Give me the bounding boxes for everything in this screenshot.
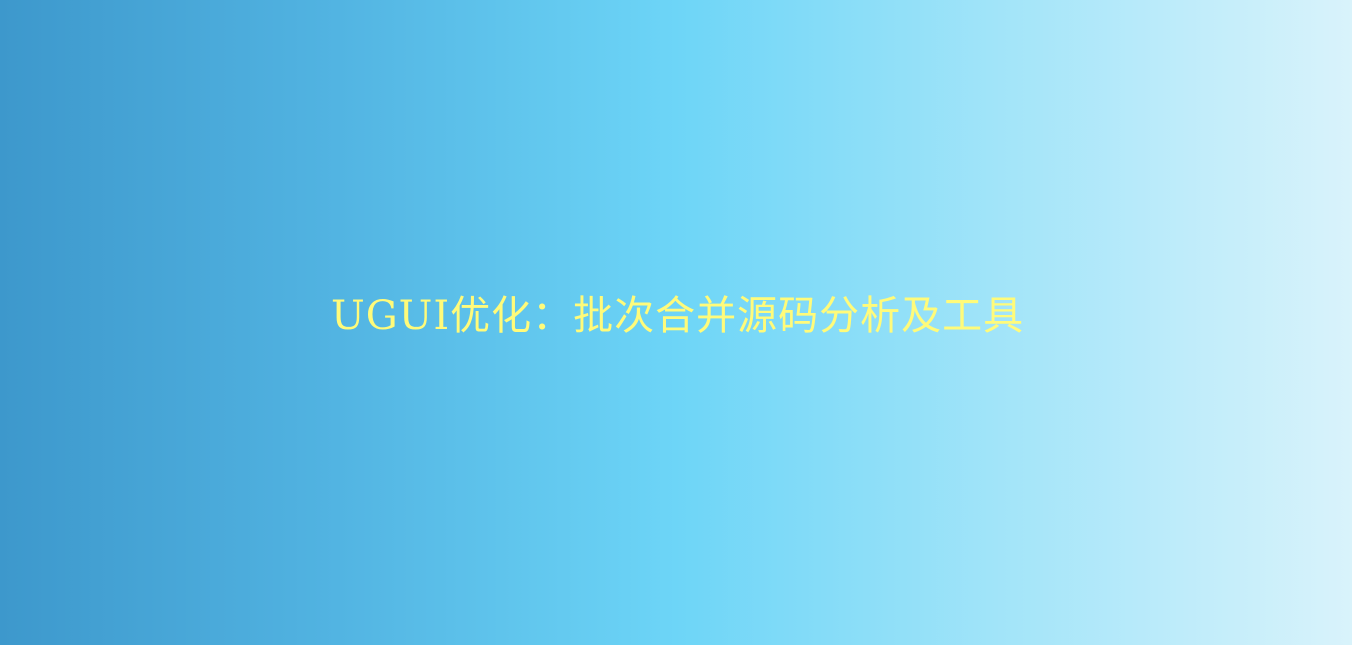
banner-title: UGUI优化：批次合并源码分析及工具 <box>331 293 1025 339</box>
